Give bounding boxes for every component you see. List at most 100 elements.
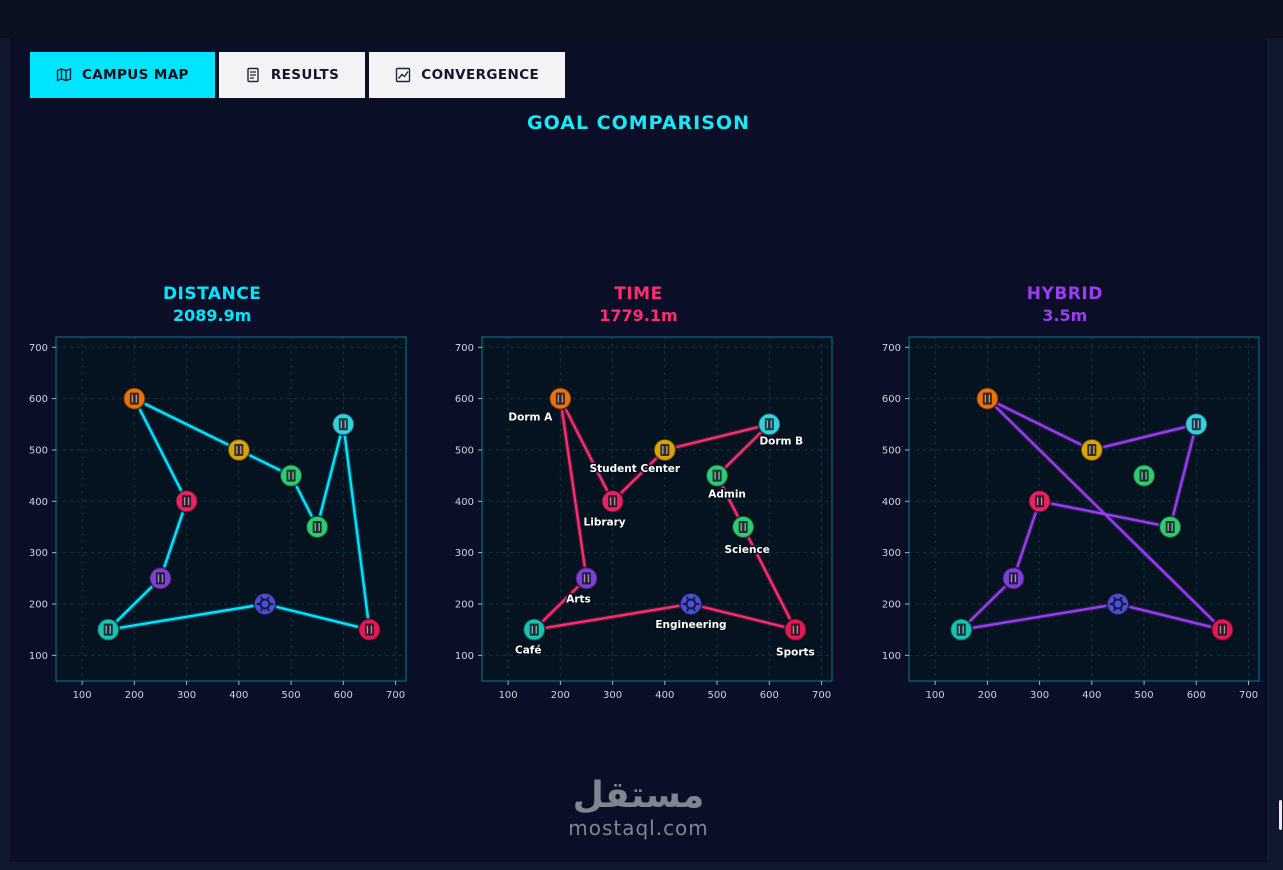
building-icon [982, 392, 992, 405]
x-tick-label: 500 [708, 690, 727, 701]
building-icon [365, 623, 375, 636]
x-tick-label: 100 [73, 690, 92, 701]
tab-label: CAMPUS MAP [82, 67, 189, 83]
node-label: Library [584, 516, 626, 528]
x-tick-label: 500 [1134, 690, 1153, 701]
chart-time-value: 1779.1m [599, 306, 678, 325]
charts-row: DISTANCE 2089.9m 100 200 300 400 500 600 700 10… [10, 284, 1267, 721]
x-tick-label: 100 [499, 690, 518, 701]
y-tick-label: 100 [29, 651, 48, 662]
chart-distance-title: DISTANCE [162, 284, 262, 304]
node-library: Library [583, 489, 628, 530]
watermark-arabic: مستقل [572, 775, 705, 816]
building-icon [103, 623, 113, 636]
x-tick-label: 400 [229, 690, 248, 701]
node-label: Science [725, 544, 770, 556]
node-dorm-b [331, 412, 356, 437]
x-tick-label: 200 [551, 690, 570, 701]
node-sports [357, 617, 382, 642]
node-student-center [226, 437, 251, 462]
tab-convergence[interactable]: CONVERGENCE [369, 52, 566, 98]
node-sports [1210, 617, 1235, 642]
node-admin [279, 463, 304, 488]
chart-distance-plot: 100 200 300 400 500 600 700 100 200 300 400 500 600 7… [29, 336, 407, 701]
y-tick-label: 200 [455, 599, 474, 610]
scrollbar-track[interactable] [1277, 38, 1283, 870]
building-icon [1165, 520, 1175, 533]
x-tick-label: 600 [1187, 690, 1206, 701]
node-library [174, 489, 199, 514]
building-icon [1139, 469, 1149, 482]
x-tick-label: 400 [1082, 690, 1101, 701]
watermark: مستقل mostaql.com [10, 776, 1267, 840]
building-icon [234, 443, 244, 456]
tab-bar: CAMPUS MAP RESULTS CONVERGENCE [10, 38, 1267, 98]
x-tick-label: 300 [1030, 690, 1049, 701]
building-icon [286, 469, 296, 482]
building-icon [713, 469, 723, 482]
node-engineering [253, 591, 278, 616]
node-student-center: Student Center [589, 437, 683, 476]
gear-icon [1112, 598, 1124, 610]
node-dorm-a [122, 386, 147, 411]
window-top-band [0, 0, 1283, 38]
building-icon [130, 392, 140, 405]
node-caf- [949, 617, 974, 642]
node-arts: Arts [565, 566, 599, 607]
node-caf-: Café [514, 617, 547, 658]
node-dorm-a: Dorm A [507, 386, 573, 425]
y-tick-label: 400 [882, 497, 901, 508]
y-tick-label: 500 [882, 445, 901, 456]
building-icon [1034, 495, 1044, 508]
y-tick-label: 600 [882, 394, 901, 405]
building-icon [765, 418, 775, 431]
building-icon [312, 520, 322, 533]
building-icon [1191, 418, 1201, 431]
x-tick-label: 300 [177, 690, 196, 701]
building-icon [660, 443, 670, 456]
tab-campus-map[interactable]: CAMPUS MAP [30, 52, 215, 98]
node-dorm-b: Dorm B [757, 412, 805, 449]
node-sports: Sports [775, 617, 817, 660]
x-tick-label: 700 [386, 690, 405, 701]
building-icon [739, 520, 749, 533]
chart-time: TIME 1779.1m 100 200 300 400 500 600 700 100 200… [436, 284, 840, 721]
y-tick-label: 300 [882, 548, 901, 559]
y-tick-label: 200 [29, 599, 48, 610]
node-student-center [1079, 437, 1104, 462]
node-engineering: Engineering [654, 591, 729, 632]
y-tick-label: 400 [455, 497, 474, 508]
building-icon [1087, 443, 1097, 456]
building-icon [556, 392, 566, 405]
node-admin: Admin [705, 463, 748, 502]
y-tick-label: 300 [455, 548, 474, 559]
chart-hybrid-plot: 100 200 300 400 500 600 700 100 200 300 400 500 600 7… [882, 336, 1260, 701]
node-label: Dorm A [509, 412, 554, 424]
x-tick-label: 600 [334, 690, 353, 701]
tab-results[interactable]: RESULTS [218, 52, 366, 98]
node-arts [148, 566, 173, 591]
watermark-domain: mostaql.com [568, 815, 709, 840]
x-tick-label: 200 [125, 690, 144, 701]
node-science [305, 514, 330, 539]
gear-icon [259, 598, 271, 610]
y-tick-label: 600 [455, 394, 474, 405]
y-tick-label: 300 [29, 548, 48, 559]
chart-distance-value: 2089.9m [172, 306, 252, 325]
node-dorm-a [975, 386, 1000, 411]
building-icon [1217, 623, 1227, 636]
node-dorm-b [1184, 412, 1209, 437]
route-path [959, 397, 1224, 631]
node-label: Admin [709, 489, 747, 501]
x-tick-label: 200 [978, 690, 997, 701]
x-tick-label: 400 [656, 690, 675, 701]
building-icon [338, 418, 348, 431]
x-tick-label: 500 [282, 690, 301, 701]
chart-distance: DISTANCE 2089.9m 100 200 300 400 500 600 700 10… [10, 284, 414, 721]
node-label: Café [515, 645, 541, 657]
tab-label: CONVERGENCE [421, 67, 540, 83]
tab-label: RESULTS [270, 67, 340, 83]
scrollbar-thumb[interactable] [1279, 800, 1282, 830]
node-caf- [96, 617, 121, 642]
y-tick-label: 100 [882, 651, 901, 662]
